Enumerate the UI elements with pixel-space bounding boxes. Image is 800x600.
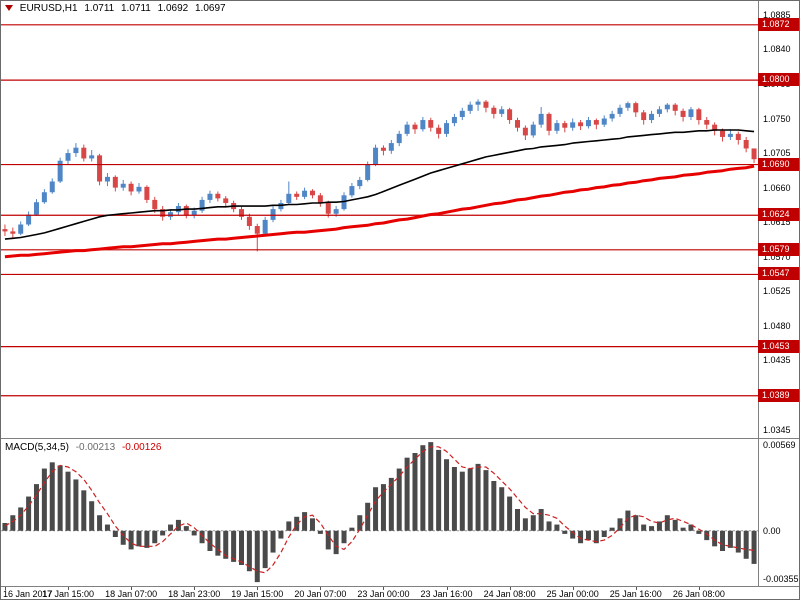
support-resistance-lines — [1, 24, 758, 397]
macd-main-value: -0.00213 — [75, 442, 116, 453]
price-tick-label: 1.0660 — [763, 182, 791, 193]
macd-signal-line — [4, 446, 755, 574]
time-tick-label: 19 Jan 15:00 — [231, 589, 284, 599]
time-axis[interactable]: 16 Jan 2017 17 Jan 15:00 18 Jan 07:00 18 Ja… — [1, 587, 758, 599]
quote-close: 1.0697 — [194, 3, 226, 14]
price-level-badge: 1.0624 — [758, 208, 799, 222]
time-tick-mark — [510, 587, 511, 590]
ma-fast-line — [4, 129, 755, 240]
time-tick-label: 24 Jan 08:00 — [483, 589, 536, 599]
price-tick-label: 1.0615 — [763, 217, 791, 228]
time-tick-mark — [636, 587, 637, 590]
price-level-badge: 1.0389 — [758, 388, 799, 402]
time-tick-label: 20 Jan 07:00 — [294, 589, 347, 599]
panel-divider[interactable] — [1, 438, 799, 439]
macd-tick-label: -0.00355 — [763, 574, 799, 584]
price-level-badge: 1.0690 — [758, 157, 799, 171]
macd-tick-label: 0.00569 — [763, 440, 796, 450]
time-tick-label: 26 Jan 08:00 — [672, 589, 725, 599]
quote-open: 1.0711 — [84, 3, 115, 14]
price-tick-label: 1.0480 — [763, 320, 791, 331]
time-tick-mark — [383, 587, 384, 590]
macd-panel[interactable] — [1, 439, 758, 586]
price-axis-divider — [758, 1, 759, 586]
time-tick-label: 23 Jan 16:00 — [420, 589, 473, 599]
time-tick-label: 18 Jan 23:00 — [168, 589, 221, 599]
symbol-period-label: EURUSD,H1 — [19, 3, 78, 14]
price-level-badge: 1.0579 — [758, 242, 799, 256]
ma-slow-line — [4, 164, 755, 259]
macd-axis[interactable]: 0.00569 0.00 -0.00355 — [759, 439, 799, 586]
price-tick-label: 1.0345 — [763, 424, 791, 435]
time-tick-mark — [699, 587, 700, 590]
price-tick-label: 1.0705 — [763, 148, 791, 159]
time-tick-label: 17 Jan 15:00 — [41, 589, 95, 599]
price-tick-label: 1.0750 — [763, 113, 791, 124]
price-level-badge: 1.0800 — [758, 73, 799, 87]
time-tick-mark — [320, 587, 321, 590]
price-tick-label: 1.0525 — [763, 286, 791, 297]
time-tick-label: 25 Jan 16:00 — [609, 589, 662, 599]
candlestick-series — [2, 99, 757, 252]
price-level-badge: 1.0872 — [758, 17, 799, 31]
quote-high: 1.0711 — [120, 3, 151, 14]
price-axis[interactable]: 1.08851.08401.07951.07501.07051.06601.06… — [758, 1, 799, 438]
macd-histogram — [2, 442, 757, 583]
macd-name: MACD(5,34,5) — [5, 442, 69, 453]
symbol-icon — [5, 5, 13, 11]
time-tick-mark — [131, 587, 132, 590]
time-tick-mark — [257, 587, 258, 590]
price-tick-label: 1.0885 — [763, 9, 791, 20]
price-level-badge: 1.0547 — [758, 267, 799, 281]
time-axis-divider — [1, 586, 799, 587]
price-level-badge: 1.0453 — [758, 339, 799, 353]
time-tick-mark — [5, 587, 6, 590]
chart-title: EURUSD,H1 1.0711 1.0711 1.0692 1.0697 — [5, 3, 230, 14]
price-tick-label: 1.0570 — [763, 251, 791, 262]
time-tick-mark — [194, 587, 195, 590]
quote-low: 1.0692 — [157, 3, 189, 14]
time-tick-mark — [447, 587, 448, 590]
time-tick-label: 16 Jan 2017 — [3, 589, 53, 599]
time-tick-label: 25 Jan 00:00 — [546, 589, 599, 599]
macd-indicator-label: MACD(5,34,5) -0.00213 -0.00126 — [5, 442, 165, 453]
price-tick-label: 1.0840 — [763, 44, 791, 55]
time-tick-mark — [573, 587, 574, 590]
macd-signal-value: -0.00126 — [121, 442, 162, 453]
time-tick-label: 23 Jan 00:00 — [357, 589, 410, 599]
time-tick-label: 18 Jan 07:00 — [105, 589, 158, 599]
price-chart[interactable] — [1, 1, 758, 438]
macd-tick-label: 0.00 — [763, 525, 781, 536]
price-tick-label: 1.0435 — [763, 355, 791, 366]
time-tick-mark — [68, 587, 69, 590]
